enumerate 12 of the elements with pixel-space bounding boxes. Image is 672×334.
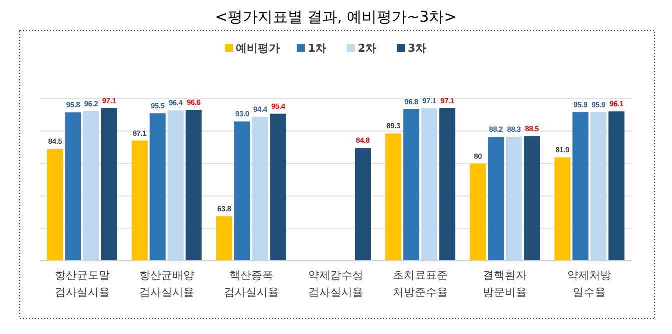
title: <평가지표별 결과, 예비평가~3차> — [215, 8, 457, 26]
x-tick-label: 초치료표준 처방준수율 — [393, 269, 448, 299]
legend-label: 2차 — [358, 42, 377, 55]
x-tick-label: 결핵환자 방문비율 — [483, 269, 528, 299]
x-tick-label: 약제처방 일수율 — [568, 269, 612, 299]
legend-label: 예비평가 — [236, 42, 280, 55]
x-tick-label: 항산균도말 검사실시율 — [54, 269, 110, 299]
x-tick-label: 핵산증폭 검사실시율 — [224, 269, 279, 299]
legend-label: 3차 — [408, 42, 427, 55]
x-tick-label: 약제감수성 검사실시율 — [308, 269, 364, 299]
x-tick-label: 항산균배양 검사실시율 — [139, 269, 194, 299]
legend-label: 1차 — [308, 42, 327, 55]
